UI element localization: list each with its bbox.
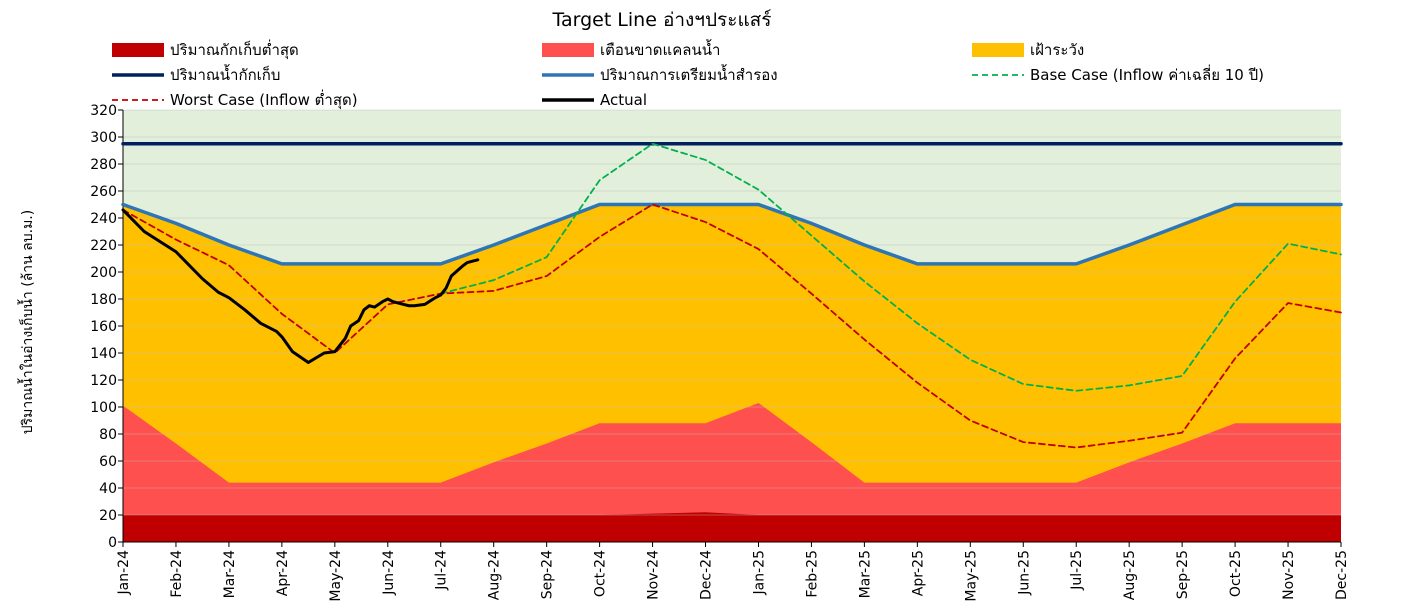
- x-tick-label-aug-25: Aug-25: [1122, 550, 1138, 600]
- line-series-2: [121, 202, 1343, 266]
- x-tick-label-dec-25: Dec-25: [1334, 550, 1350, 600]
- legend-item-2: เตือนขาดแคลนน้ำ: [542, 39, 720, 59]
- legend-label-5: ปริมาณการเตรียมน้ำสำรอง: [600, 64, 778, 84]
- x-tick-label-jul-25: Jul-25: [1069, 550, 1085, 591]
- legend-swatch-2: [542, 43, 594, 57]
- x-tick-label-feb-25: Feb-25: [804, 550, 820, 598]
- x-tick-label-apr-25: Apr-25: [910, 550, 926, 596]
- x-tick-label-may-25: May-25: [963, 550, 979, 602]
- y-tick-label-120: 120: [90, 373, 117, 389]
- x-tick-label-may-24: May-24: [328, 550, 344, 602]
- y-tick-label-320: 320: [90, 103, 117, 119]
- x-tick-label-nov-25: Nov-25: [1281, 550, 1297, 600]
- legend-item-3: เฝ้าระวัง: [972, 41, 1084, 59]
- legend-item-1: ปริมาณกักเก็บต่ำสุด: [112, 39, 299, 60]
- x-tick-label-oct-24: Oct-24: [593, 550, 609, 597]
- legend-label-7: Worst Case (Inflow ต่ำสุด): [170, 89, 358, 110]
- y-axis-label: ปริมาณน้ำในอ่างเก็บน้ำ (ล้าน ลบ.ม.): [17, 210, 36, 434]
- y-tick-label-160: 160: [90, 319, 117, 335]
- legend-swatch-3: [972, 43, 1024, 57]
- x-tick-label-dec-24: Dec-24: [699, 550, 715, 600]
- y-tick-label-240: 240: [90, 211, 117, 227]
- y-tick-label-20: 20: [99, 508, 117, 524]
- area-series-2: [123, 402, 1341, 542]
- x-tick-label-mar-25: Mar-25: [857, 550, 873, 598]
- y-tick-label-300: 300: [90, 130, 117, 146]
- x-tick-label-sep-24: Sep-24: [540, 550, 556, 599]
- y-tick-label-220: 220: [90, 238, 117, 254]
- line-series-4: [122, 203, 1342, 449]
- legend: ปริมาณกักเก็บต่ำสุด เตือนขาดแคลนน้ำ เฝ้าระ…: [112, 39, 1264, 110]
- x-tick-label-mar-24: Mar-24: [222, 550, 238, 598]
- y-tick-label-200: 200: [90, 265, 117, 281]
- x-tick-label-aug-24: Aug-24: [487, 550, 503, 600]
- y-tick-label-0: 0: [108, 535, 117, 551]
- x-tick-label-jul-24: Jul-24: [434, 550, 450, 591]
- legend-item-5: ปริมาณการเตรียมน้ำสำรอง: [542, 64, 778, 84]
- legend-label-6: Base Case (Inflow ค่าเฉลี่ย 10 ปี): [1030, 64, 1264, 84]
- x-tick-label-oct-25: Oct-25: [1228, 550, 1244, 597]
- x-tick-label-nov-24: Nov-24: [646, 550, 662, 600]
- x-tick-label-feb-24: Feb-24: [169, 550, 185, 598]
- legend-swatch-1: [112, 43, 164, 57]
- legend-label-4: ปริมาณน้ำกักเก็บ: [170, 64, 280, 84]
- y-tick-label-280: 280: [90, 157, 117, 173]
- legend-label-8: Actual: [600, 91, 647, 109]
- legend-label-2: เตือนขาดแคลนน้ำ: [600, 39, 720, 59]
- line-series-5: [121, 208, 480, 364]
- chart-title: Target Line อ่างฯประแสร์: [551, 9, 771, 31]
- x-tick-label-jan-25: Jan-25: [751, 550, 767, 595]
- y-tick-label-180: 180: [90, 292, 117, 308]
- y-tick-label-80: 80: [99, 427, 117, 443]
- y-tick-label-40: 40: [99, 481, 117, 497]
- line-series-3: [439, 142, 1342, 392]
- x-tick-label-apr-24: Apr-24: [275, 550, 291, 596]
- plot-area: 0 20 40 60 80 100 120 140 160 180 200 220 240 260 280 3…: [90, 103, 1350, 602]
- legend-label-3: เฝ้าระวัง: [1030, 41, 1084, 59]
- x-tick-label-jun-24: Jun-24: [381, 550, 397, 596]
- x-tick-label-jan-24: Jan-24: [116, 550, 132, 596]
- x-tick-label-jun-25: Jun-25: [1016, 550, 1032, 596]
- legend-item-4: ปริมาณน้ำกักเก็บ: [112, 64, 280, 84]
- x-tick-label-sep-25: Sep-25: [1175, 550, 1191, 599]
- y-tick-label-60: 60: [99, 454, 117, 470]
- legend-item-7: Worst Case (Inflow ต่ำสุด): [112, 89, 358, 110]
- area-series-3: [123, 204, 1341, 542]
- y-tick-label-100: 100: [90, 400, 117, 416]
- y-tick-label-140: 140: [90, 346, 117, 362]
- area-series-1: [123, 512, 1341, 542]
- legend-item-6: Base Case (Inflow ค่าเฉลี่ย 10 ปี): [972, 64, 1264, 84]
- y-tick-label-260: 260: [90, 184, 117, 200]
- legend-item-8: Actual: [542, 91, 647, 109]
- legend-label-1: ปริมาณกักเก็บต่ำสุด: [170, 39, 299, 60]
